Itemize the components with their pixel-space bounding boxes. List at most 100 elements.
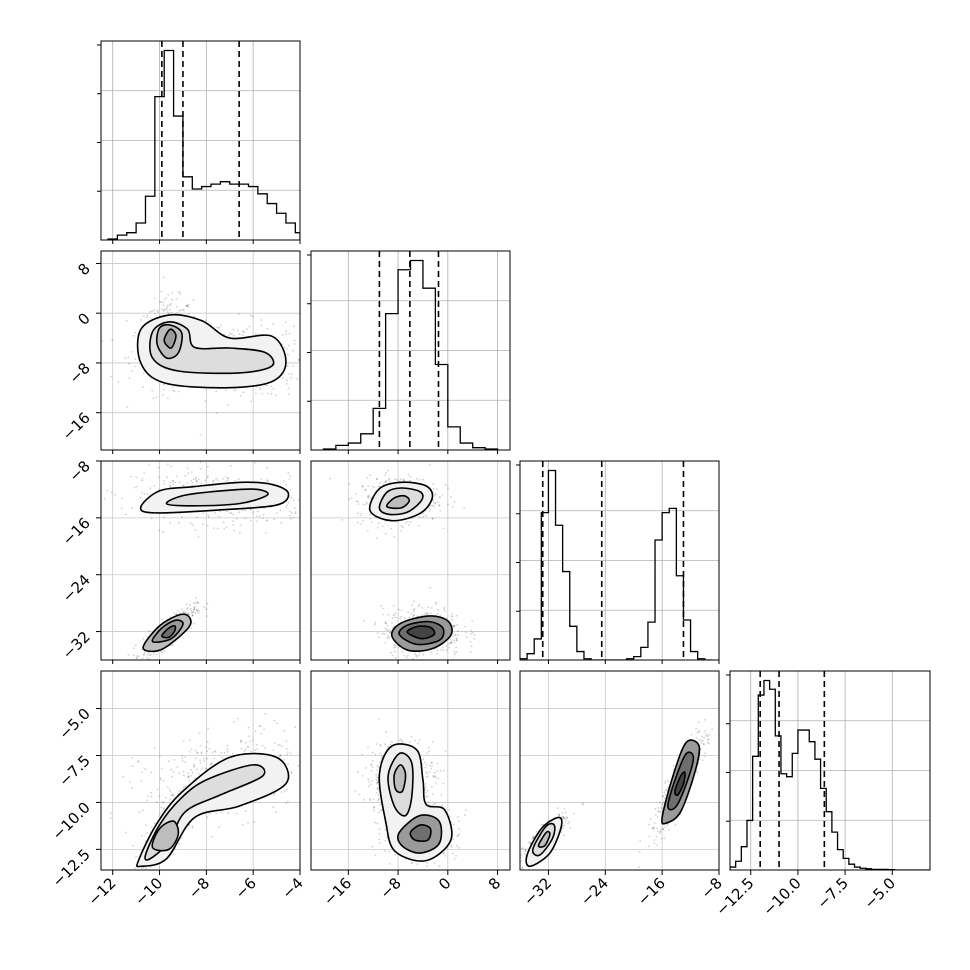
sample-point: [244, 748, 247, 751]
sample-point: [192, 611, 195, 613]
sample-point: [291, 349, 294, 352]
sample-point: [359, 514, 362, 517]
sample-point: [166, 311, 169, 313]
sample-point: [563, 808, 566, 810]
sample-point: [161, 801, 164, 804]
sample-point: [166, 305, 169, 308]
sample-point: [240, 747, 243, 750]
sample-point: [370, 763, 373, 766]
sample-point: [386, 636, 388, 639]
histogram-panel-p3: [726, 670, 931, 871]
sample-point: [145, 656, 148, 659]
sample-point: [297, 765, 300, 767]
sample-point: [255, 392, 257, 395]
sample-point: [452, 639, 455, 642]
sample-point: [150, 873, 152, 875]
sample-point: [431, 793, 434, 795]
sample-point: [250, 508, 253, 511]
sample-point: [205, 746, 208, 748]
sample-point: [161, 810, 163, 813]
sample-point: [134, 365, 137, 368]
sample-point: [260, 319, 263, 321]
sample-point: [197, 611, 200, 614]
contour-level-2: [165, 488, 269, 507]
sample-point: [254, 332, 257, 335]
sample-point: [88, 484, 90, 486]
sample-point: [303, 497, 305, 499]
sample-point: [153, 312, 156, 315]
sample-point: [443, 610, 446, 612]
sample-point: [278, 755, 281, 758]
contour-level-5: [409, 824, 432, 842]
sample-point: [279, 754, 282, 756]
sample-point: [458, 833, 461, 835]
sample-point: [179, 512, 182, 515]
sample-point: [218, 826, 221, 829]
sample-point: [141, 479, 144, 482]
sample-point: [381, 755, 383, 758]
sample-point: [381, 525, 384, 528]
sample-point: [127, 356, 130, 359]
sample-point: [438, 504, 441, 507]
sample-point: [533, 835, 536, 838]
sample-point: [227, 477, 229, 480]
sample-point: [167, 294, 170, 296]
sample-point: [227, 477, 230, 479]
sample-point: [150, 795, 153, 798]
sample-point: [142, 386, 144, 389]
sample-point: [463, 507, 466, 510]
sample-point: [431, 504, 434, 507]
sample-point: [204, 767, 207, 770]
sample-point: [357, 771, 359, 774]
sample-point: [175, 298, 178, 300]
sample-point: [434, 501, 437, 504]
sample-point: [145, 663, 147, 665]
sample-point: [227, 404, 229, 406]
sample-point: [242, 330, 245, 333]
sample-point: [421, 607, 424, 609]
sample-point: [157, 311, 159, 313]
sample-point: [412, 614, 415, 617]
sample-point: [439, 648, 442, 651]
sample-point: [394, 854, 397, 856]
sample-point: [286, 365, 289, 367]
sample-point: [448, 646, 450, 649]
sample-point: [283, 729, 286, 732]
sample-point: [242, 331, 245, 333]
sample-point: [394, 646, 397, 649]
sample-point: [169, 485, 172, 488]
sample-point: [388, 850, 391, 853]
sample-point: [426, 861, 429, 864]
sample-point: [210, 835, 213, 838]
sample-point: [425, 796, 427, 798]
sample-point: [403, 617, 406, 619]
sample-point: [425, 791, 427, 793]
sample-point: [228, 334, 231, 337]
sample-point: [449, 496, 452, 499]
sample-point: [400, 615, 402, 618]
sample-point: [137, 655, 140, 658]
sample-point: [432, 776, 435, 778]
sample-point: [196, 481, 199, 484]
sample-point: [370, 769, 373, 772]
sample-point: [227, 812, 230, 815]
sample-point: [371, 751, 374, 754]
sample-point: [367, 496, 370, 498]
sample-point: [423, 761, 426, 764]
sample-point: [432, 501, 435, 504]
sample-point: [205, 319, 207, 322]
sample-point: [272, 387, 275, 390]
sample-point: [410, 612, 412, 615]
sample-point: [157, 476, 160, 479]
sample-point: [178, 790, 181, 793]
sample-point: [255, 520, 258, 523]
sample-point: [182, 740, 185, 743]
sample-point: [187, 305, 190, 308]
sample-point: [388, 745, 390, 747]
panel-frame: [100, 460, 301, 661]
sample-point: [197, 602, 200, 604]
sample-point: [187, 303, 190, 306]
sample-point: [162, 304, 165, 306]
sample-point: [279, 754, 282, 757]
sample-point: [450, 640, 453, 642]
